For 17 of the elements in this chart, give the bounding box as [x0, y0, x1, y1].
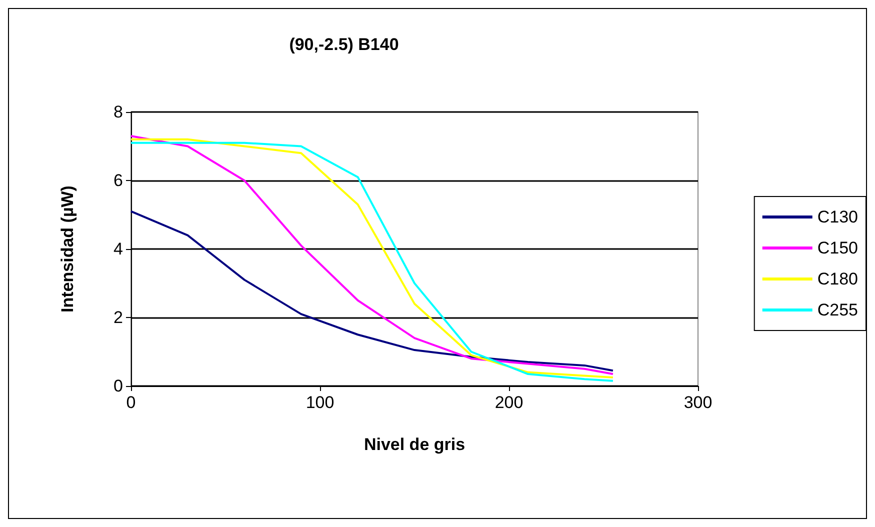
y-tick-label: 8	[114, 102, 123, 122]
y-tick-label: 6	[114, 171, 123, 190]
chart-title: (90,-2.5) B140	[289, 35, 399, 54]
x-tick-label: 0	[126, 393, 136, 412]
legend-label: C180	[817, 270, 858, 288]
y-tick-label: 0	[114, 376, 123, 396]
y-axis-title: Intensidad (µW)	[58, 186, 77, 312]
y-tick-label: 4	[114, 240, 123, 258]
x-axis-title: Nivel de gris	[364, 435, 466, 454]
x-tick-label: 100	[306, 393, 334, 412]
x-tick-label: 300	[684, 393, 712, 412]
y-tick-label: 2	[114, 308, 123, 327]
legend-label: C255	[817, 300, 858, 320]
legend-label: C130	[817, 208, 858, 226]
x-tick-label: 200	[494, 393, 524, 412]
line-series	[130, 210, 614, 372]
legend-label: C150	[817, 238, 858, 258]
